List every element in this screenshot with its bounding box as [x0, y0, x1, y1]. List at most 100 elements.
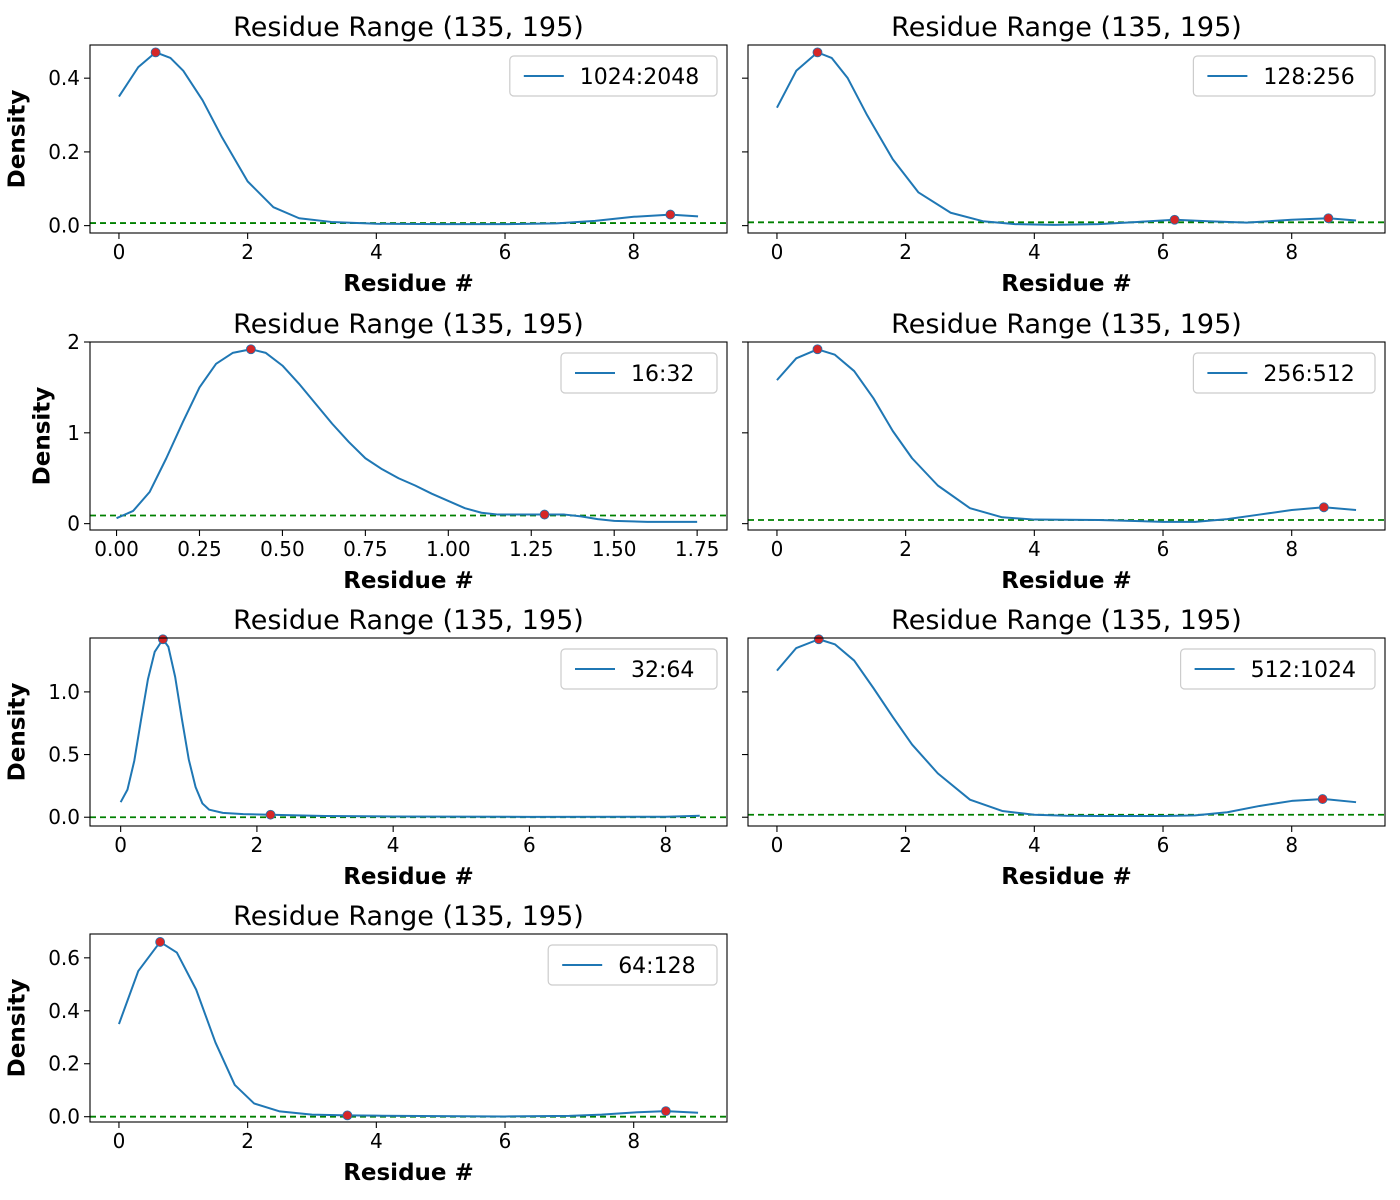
x-tick-label: 0.75 — [343, 537, 388, 561]
x-tick-label: 8 — [627, 240, 640, 264]
x-tick-label: 0.25 — [177, 537, 222, 561]
density-curve — [118, 51, 699, 226]
peak-marker — [342, 1110, 353, 1121]
subplot-4: Residue Range (135, 195) 0 2 4 6 8 Residue # 25… — [742, 309, 1386, 594]
subplot-title: Residue Range (135, 195) — [891, 12, 1242, 43]
legend-label: 16:32 — [631, 362, 694, 387]
peak-marker — [1323, 213, 1334, 224]
legend-box — [560, 648, 718, 690]
density-curve — [118, 940, 699, 1118]
y-axis-label: Density — [5, 90, 31, 189]
x-tick-label: 8 — [627, 1129, 640, 1153]
y-tick-label: 0.0 — [48, 1105, 80, 1129]
peak-marker — [246, 344, 256, 355]
x-tick-label: 0 — [113, 240, 126, 264]
x-tick-label: 2 — [899, 537, 912, 561]
x-tick-label: 1.50 — [592, 537, 637, 561]
axes-frame — [747, 637, 1386, 827]
x-tick-label: 2 — [899, 240, 912, 264]
subplot-title: Residue Range (135, 195) — [233, 901, 584, 932]
x-axis-label: Residue # — [343, 271, 474, 297]
x-tick-label: 0 — [771, 537, 784, 561]
peak-marker — [157, 634, 168, 645]
y-tick-label: 1 — [67, 421, 80, 445]
x-tick-label: 8 — [1285, 537, 1298, 561]
x-tick-label: 4 — [1028, 240, 1041, 264]
legend-box — [1192, 352, 1376, 394]
y-tick-label: 0.0 — [48, 805, 80, 829]
subplot-title: Residue Range (135, 195) — [233, 605, 584, 636]
x-tick-label: 6 — [1157, 833, 1170, 857]
x-tick-label: 2 — [241, 1129, 254, 1153]
y-axis-label: Density — [5, 683, 31, 782]
x-tick-label: 4 — [1028, 537, 1041, 561]
x-tick-label: 6 — [499, 240, 512, 264]
x-axis-label: Residue # — [1001, 271, 1132, 297]
x-tick-label: 6 — [523, 833, 536, 857]
x-tick-label: 0.50 — [260, 537, 305, 561]
x-tick-label: 8 — [1285, 240, 1298, 264]
x-tick-label: 4 — [1028, 833, 1041, 857]
legend-label: 1024:2048 — [580, 65, 699, 90]
x-tick-label: 2 — [899, 833, 912, 857]
subplot-title: Residue Range (135, 195) — [233, 12, 584, 43]
subplot-6: Residue Range (135, 195) 0 2 4 6 8 Residue # 51… — [742, 605, 1386, 890]
legend-label: 256:512 — [1263, 362, 1354, 387]
peak-marker — [265, 809, 276, 820]
axes-frame — [747, 341, 1386, 531]
y-tick-label: 0.5 — [48, 743, 80, 767]
y-tick-label: 1.0 — [48, 680, 80, 704]
legend-box — [547, 944, 718, 986]
x-tick-label: 0 — [113, 1129, 126, 1153]
y-tick-label: 0.2 — [48, 1052, 80, 1076]
legend-box — [509, 55, 718, 97]
y-tick-label: 0 — [67, 512, 80, 536]
x-axis-label: Residue # — [343, 568, 474, 594]
density-curve — [776, 51, 1357, 226]
x-tick-label: 6 — [1157, 240, 1170, 264]
y-axis-label: Density — [5, 979, 31, 1078]
axes-frame — [747, 44, 1386, 234]
y-tick-label: 0.2 — [48, 140, 80, 164]
density-curve — [119, 638, 700, 818]
x-tick-label: 8 — [1285, 833, 1298, 857]
peak-marker — [155, 937, 166, 947]
peak-marker — [812, 344, 823, 355]
x-tick-label: 1.75 — [675, 537, 720, 561]
subplot-1: Residue Range (135, 195) 0 2 4 6 8 0.0 0.2 0.4 Re… — [5, 12, 728, 297]
legend-label: 128:256 — [1263, 65, 1354, 90]
x-tick-label: 1.00 — [426, 537, 471, 561]
x-tick-label: 6 — [499, 1129, 512, 1153]
x-tick-label: 4 — [370, 1129, 383, 1153]
peak-marker — [813, 634, 824, 645]
peak-marker — [1317, 794, 1328, 804]
y-tick-label: 0.6 — [48, 946, 80, 970]
x-tick-label: 0 — [771, 240, 784, 264]
x-tick-label: 0.00 — [94, 537, 139, 561]
x-tick-label: 0 — [771, 833, 784, 857]
x-axis-label: Residue # — [343, 1160, 474, 1186]
legend-box — [560, 352, 718, 394]
subplot-title: Residue Range (135, 195) — [891, 605, 1242, 636]
axes-frame — [89, 637, 728, 827]
legend-box — [1192, 55, 1376, 97]
x-tick-label: 2 — [241, 240, 254, 264]
legend-label: 32:64 — [631, 658, 694, 683]
peak-marker — [1318, 502, 1329, 513]
x-axis-label: Residue # — [1001, 864, 1132, 890]
x-tick-label: 2 — [251, 833, 264, 857]
peak-marker — [1169, 214, 1180, 225]
x-axis-label: Residue # — [343, 864, 474, 890]
subplot-3: Residue Range (135, 195) 0.00 0.25 0.50 0.75… — [30, 309, 728, 594]
density-curve — [116, 348, 698, 523]
subplot-title: Residue Range (135, 195) — [891, 309, 1242, 340]
peak-marker — [812, 47, 823, 58]
y-axis-label: Density — [30, 387, 56, 486]
y-tick-label: 0.4 — [48, 66, 80, 90]
y-tick-label: 0.4 — [48, 999, 80, 1023]
peak-marker — [665, 209, 676, 220]
axes-frame — [89, 341, 728, 531]
axes-frame — [89, 44, 728, 234]
peak-marker — [150, 47, 161, 58]
x-axis-label: Residue # — [1001, 568, 1132, 594]
